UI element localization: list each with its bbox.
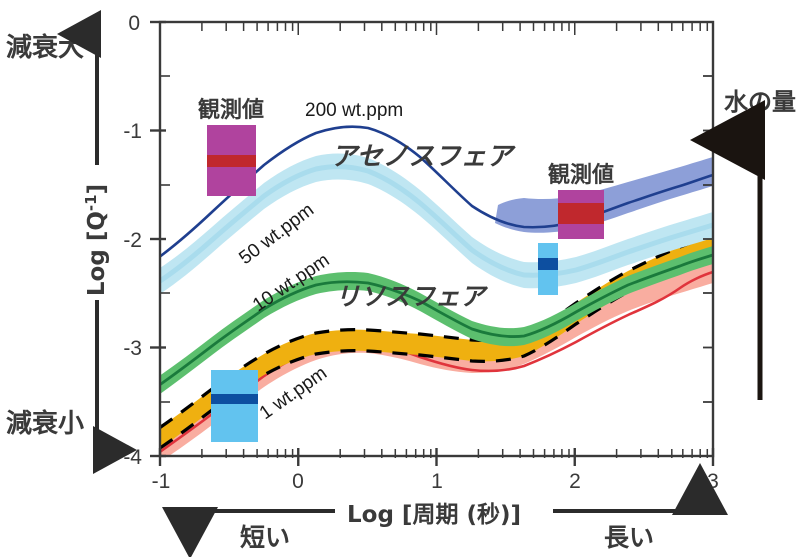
x-ticklabel-neg1: -1: [152, 470, 171, 493]
label-asthenosphere: アセノスフェア: [331, 142, 516, 172]
plot-area: [160, 125, 713, 456]
label-short-period: 短い: [240, 523, 290, 552]
series-line-10ppm: [160, 253, 713, 386]
series-band-10ppm: [160, 246, 713, 394]
curve-label-200ppm: 200 wt.ppm: [305, 100, 403, 121]
label-attenuation-large: 減衰大: [6, 32, 84, 63]
x-ticklabel-0: 0: [292, 470, 304, 493]
x-axis-title: Log [周期 (秒)]: [347, 502, 521, 528]
x-minor-ticks-top: [201, 22, 709, 35]
label-water-amount: 水の量: [724, 88, 796, 116]
observation-lithosphere-long: [538, 243, 558, 295]
label-lithosphere: リソスフェア: [335, 282, 489, 311]
label-long-period: 長い: [604, 523, 654, 552]
y-ticks-right: [703, 21, 713, 457]
series-band-lithosphere: [160, 235, 713, 448]
series-band-1ppm: [160, 261, 713, 456]
x-ticklabel-1: 1: [431, 470, 443, 493]
x-ticklabel-2: 2: [569, 470, 581, 493]
series-line-lithosphere-upper: [160, 233, 713, 429]
observation-label-right: 観測値: [548, 162, 614, 188]
y-ticklabel-3: -3: [123, 337, 142, 360]
label-attenuation-small: 減衰小: [6, 408, 84, 439]
svg-text:Log [Q-1]: Log [Q-1]: [82, 184, 110, 296]
series-line-50ppm: [160, 164, 713, 284]
y-axis-title: Log [Q-1]: [82, 184, 110, 296]
y-major-ticks: [150, 20, 166, 458]
observation-asthenosphere-short: [207, 125, 256, 196]
observation-label-left: 観測値: [198, 97, 264, 123]
y-ticklabel-0: 0: [128, 12, 140, 35]
observation-asthenosphere-long: [558, 190, 604, 239]
y-axis-title-sup: -1: [82, 194, 100, 211]
y-axis-title-base: Log [Q: [84, 211, 110, 296]
y-ticklabel-4: -4: [123, 446, 142, 469]
y-minor-ticks-left: [160, 75, 170, 403]
y-ticklabel-2: -2: [123, 229, 142, 252]
x-minor-ticks-bottom: [201, 449, 709, 458]
y-axis-title-tail: ]: [84, 184, 110, 195]
y-ticklabel-1: -1: [123, 120, 142, 143]
observation-lithosphere-short: [211, 370, 258, 442]
x-ticklabel-3: 3: [707, 470, 719, 493]
series-band-50ppm: [160, 153, 713, 294]
